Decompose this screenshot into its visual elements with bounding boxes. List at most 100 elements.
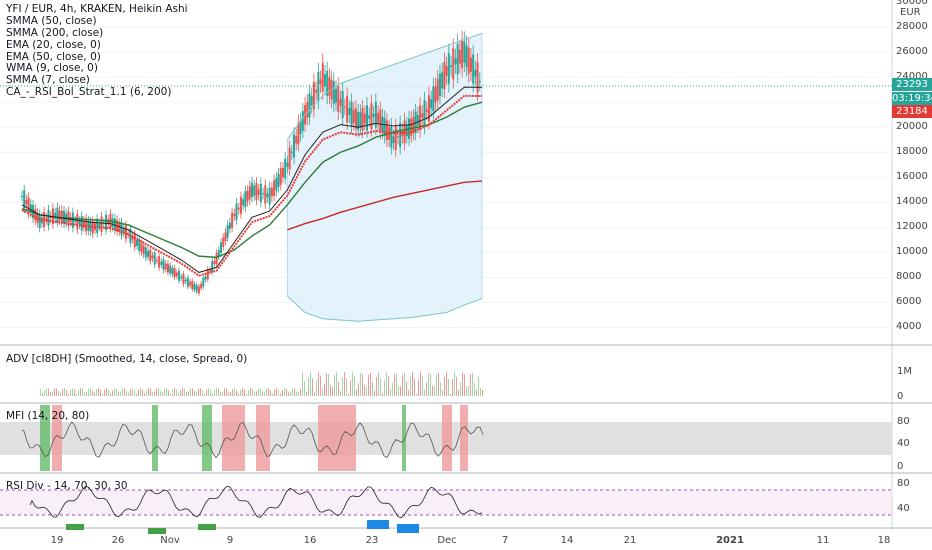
adv-bar [142,389,143,396]
candle-body [89,221,92,232]
adv-bar [286,388,287,396]
candle-body [105,215,108,231]
candle-body [416,114,419,126]
candle-body [310,95,313,106]
candle-body [430,99,433,109]
adv-bar [150,388,151,396]
candle-body [423,99,426,127]
candle-body [281,167,284,178]
legend-ema-50[interactable]: EMA (50, close, 0) [6,50,101,63]
adv-bar [314,392,315,396]
adv-pane-title[interactable]: ADV [cI8DH] (Smoothed, 14, close, Spread… [6,353,248,365]
mfi-axis-40: 40 [897,438,910,449]
adv-bar [252,388,253,396]
adv-bar [298,392,299,396]
adv-bar [48,388,49,396]
pivot-marker [367,520,389,529]
candle-body [425,109,428,112]
adv-bar [58,390,59,396]
adv-bar [478,376,479,396]
candle-body [452,48,455,80]
mfi-pane-title[interactable]: MFI (14, 20, 80) [6,410,90,422]
legend-smma-200[interactable]: SMMA (200, close) [6,26,104,39]
candle-body [270,187,273,197]
adv-bar [68,393,69,396]
candle-body [178,270,181,281]
adv-bar [202,390,203,396]
adv-bar [312,378,313,396]
candle-body [32,205,35,219]
candle-body [441,72,444,89]
x-tick-label: 16 [303,535,317,546]
adv-bar [340,391,341,396]
adv-bar [44,390,45,396]
candle-body [222,237,225,247]
candle-body [266,193,269,198]
candle-body [213,261,216,264]
candle-body [85,218,88,232]
chart-legend: YFI / EUR, 4h, KRAKEN, Heikin Ashi SMMA … [6,3,188,99]
adv-bar [124,388,125,396]
adv-bar [284,388,285,396]
adv-bar [80,388,81,396]
mfi-axis-0: 0 [897,461,904,472]
adv-bar [262,391,263,396]
candle-body [465,45,468,68]
adv-bar [228,391,229,396]
candle-body [208,270,211,272]
candle-body [235,203,238,220]
adv-bar [444,376,445,396]
legend-rsi-bol[interactable]: CA_-_RSI_Bol_Strat_1.1 (6, 200) [6,86,172,99]
candle-body [78,220,81,225]
candle-body [239,197,242,214]
x-tick-label: 26 [111,535,125,546]
candle-body [138,239,141,251]
adv-bar [422,376,423,396]
x-tick-label: Dec [437,535,457,546]
candle-body [461,40,464,68]
x-tick-label: 7 [501,535,509,546]
adv-bar [418,379,419,396]
legend-ema-20[interactable]: EMA (20, close, 0) [6,38,101,51]
adv-bar [456,376,457,396]
adv-bar [400,386,401,396]
candle-body [326,70,329,96]
candle-body [226,225,229,238]
adv-bar [276,388,277,396]
adv-bar [360,373,361,396]
legend-smma-7[interactable]: SMMA (7, close) [6,74,90,87]
rsi-pane-title[interactable]: RSI Div - 14, 70, 30, 30 [6,480,128,492]
legend-smma-50[interactable]: SMMA (50, close) [6,14,97,27]
candles [21,30,481,296]
rsi-axis-40: 40 [897,503,910,514]
candle-body [200,283,203,289]
adv-bar [102,393,103,396]
price-tick-label: 26000 [896,46,928,58]
mfi-zone [402,405,406,471]
candle-body [49,216,52,219]
adv-bar [402,374,403,396]
adv-bar [232,388,233,396]
adv-bar [46,388,47,396]
candle-body [47,209,50,226]
adv-bar [42,392,43,396]
adv-bar [78,390,79,396]
adv-bar [472,372,473,396]
adv-bar [278,389,279,396]
adv-bar [128,392,129,396]
candle-body [251,182,253,197]
candle-body [133,234,136,248]
legend-wma-9[interactable]: WMA (9, close, 0) [6,62,98,75]
adv-bar [294,388,295,396]
candle-body [275,177,278,191]
adv-bar [338,381,339,396]
price-tick-label: 20000 [896,121,928,133]
symbol-title[interactable]: YFI / EUR, 4h, KRAKEN, Heikin Ashi [6,3,188,15]
x-tick-label: 21 [623,535,637,546]
adv-bar [476,389,477,396]
candle-body [476,62,479,93]
mfi-line [21,421,484,459]
adv-bar [186,392,187,396]
candle-body [350,101,353,127]
candle-body [323,74,326,87]
